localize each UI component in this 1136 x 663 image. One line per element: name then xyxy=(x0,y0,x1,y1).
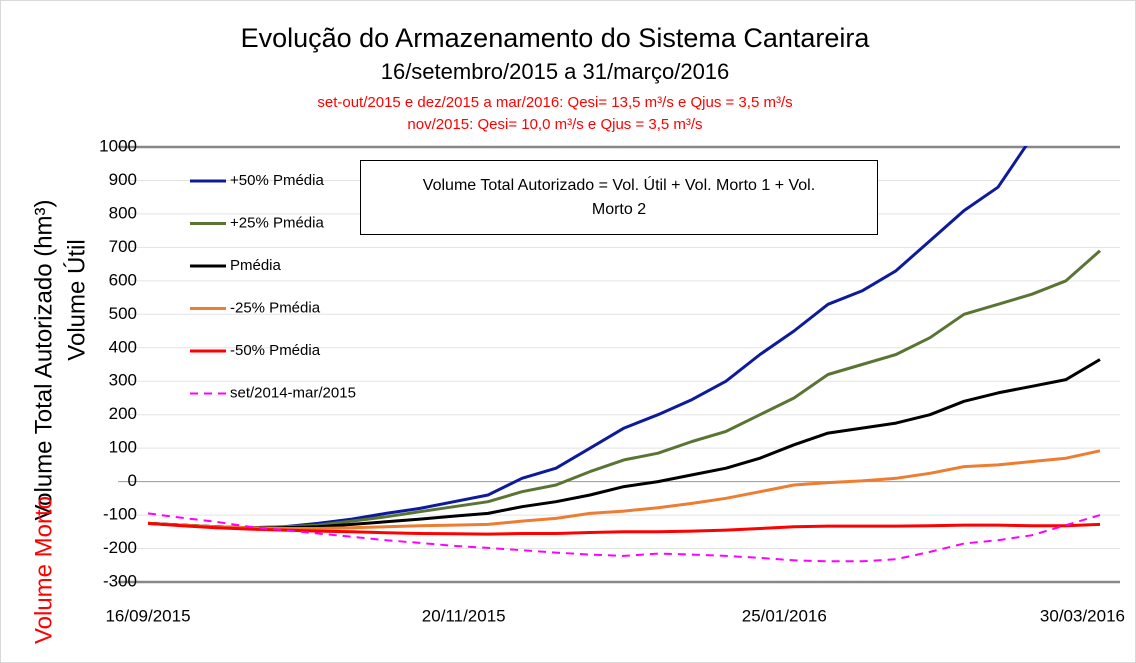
annotation-box: Volume Total Autorizado = Vol. Útil + Vo… xyxy=(360,160,878,235)
y-tick-label: -200 xyxy=(103,538,137,557)
y-tick-label: 0 xyxy=(128,471,137,490)
note: set-out/2015 e dez/2015 a mar/2016: Qesi… xyxy=(317,94,792,111)
series-line xyxy=(148,449,1101,530)
note: nov/2015: Qesi= 10,0 m³/s e Qjus = 3,5 m… xyxy=(407,116,702,133)
x-tick-label: 16/09/2015 xyxy=(105,606,190,625)
legend-label: -25% Pmédia xyxy=(230,299,321,316)
y-tick-label: 700 xyxy=(109,237,137,256)
y-tick-label: 300 xyxy=(109,371,137,390)
y-tick-label: 1000 xyxy=(99,136,137,155)
y-tick-label: 200 xyxy=(109,404,137,423)
legend-label: set/2014-mar/2015 xyxy=(230,384,356,401)
series-line xyxy=(148,512,1101,563)
x-tick-label: 20/11/2015 xyxy=(422,606,506,625)
grid xyxy=(118,145,1120,584)
legend-label: +25% Pmédia xyxy=(230,214,324,231)
series-line xyxy=(148,521,1101,536)
y-tick-label: 100 xyxy=(109,438,137,457)
y-tick-label: 900 xyxy=(109,170,137,189)
y-tick-label: 400 xyxy=(109,337,137,356)
y-axis-label-lower: Volume Morto xyxy=(30,496,57,644)
chart-subtitle: 16/setembro/2015 a 31/março/2016 xyxy=(381,59,730,84)
y-tick-label: -100 xyxy=(103,505,137,524)
chart-title: Evolução do Armazenamento do Sistema Can… xyxy=(241,23,871,53)
legend-label: Pmédia xyxy=(230,257,282,274)
x-tick-label: 25/01/2016 xyxy=(742,606,827,625)
legend-label: +50% Pmédia xyxy=(230,172,324,189)
y-tick-label: 600 xyxy=(109,270,137,289)
y-tick-label: 800 xyxy=(109,203,137,222)
x-tick-label: 30/03/2016 xyxy=(1040,606,1125,625)
y-axis-label: Volume Total Autorizado (hm³) xyxy=(30,199,57,520)
plot-area xyxy=(148,146,1101,563)
y-tick-label: -300 xyxy=(103,571,137,590)
y-tick-label: 500 xyxy=(109,304,137,323)
legend-label: -50% Pmédia xyxy=(230,342,321,359)
y-axis-label-upper: Volume Útil xyxy=(63,239,90,360)
